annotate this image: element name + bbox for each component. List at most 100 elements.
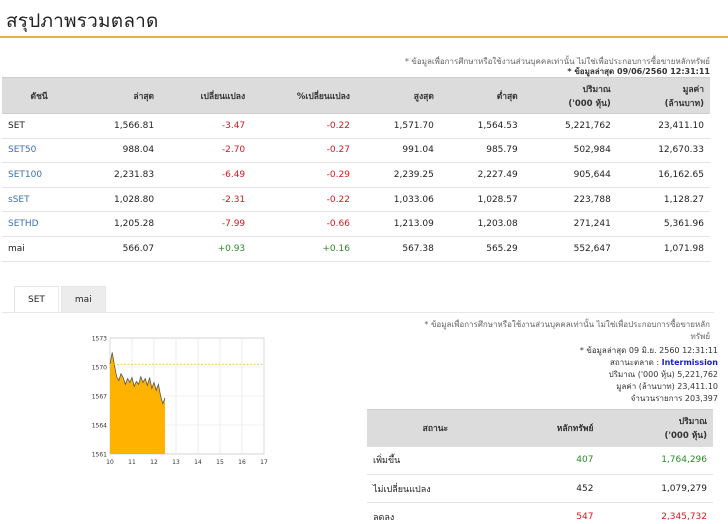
market-deals-label: จำนวนรายการ <box>630 394 683 403</box>
col-summary-volume-label: ปริมาณ <box>678 417 707 428</box>
market-value: มูลค่า (ล้านบาท) 23,411.10 <box>616 380 718 393</box>
index-table-header: ดัชนี ล่าสุด เปลี่ยนแปลง %เปลี่ยนแปลง สู… <box>2 77 710 114</box>
chart-x-tick-label: 13 <box>172 459 180 466</box>
index-high: 2,239.25 <box>355 162 440 188</box>
index-name-link[interactable]: SET50 <box>2 138 77 164</box>
chart-x-tick-label: 10 <box>106 459 114 466</box>
market-status-value: Intermission <box>661 358 718 367</box>
index-last: 2,231.83 <box>76 162 161 188</box>
update-time-note: * ข้อมูลล่าสุด 09/06/2560 12:31:11 <box>567 67 710 76</box>
chart-y-tick-label: 1573 <box>92 336 107 343</box>
chart-series-line <box>109 352 166 406</box>
index-name-link[interactable]: SETHD <box>2 211 77 237</box>
index-low: 1,564.53 <box>439 113 524 139</box>
summary-count: 547 <box>503 502 600 524</box>
col-summary-volume: ปริมาณ ('000 หุ้น) <box>599 409 713 447</box>
col-pct-change: %เปลี่ยนแปลง <box>251 77 356 114</box>
col-index: ดัชนี <box>2 77 77 114</box>
index-pct: +0.16 <box>251 236 356 262</box>
index-name: mai <box>2 236 77 262</box>
table-row: เพิ่มขึ้น 407 1,764,296 <box>367 446 713 475</box>
index-high: 991.04 <box>355 138 440 164</box>
chart-y-tick-label: 1567 <box>92 394 107 401</box>
summary-status: ไม่เปลี่ยนแปลง <box>367 474 504 503</box>
market-deals-value: 203,397 <box>684 394 718 403</box>
table-row: ไม่เปลี่ยนแปลง 452 1,079,279 <box>367 474 713 503</box>
index-volume: 271,241 <box>523 211 617 237</box>
col-volume-label: ปริมาณ <box>582 84 611 95</box>
index-name-link[interactable]: SET100 <box>2 162 77 188</box>
index-low: 2,227.49 <box>439 162 524 188</box>
index-pct: -0.22 <box>251 187 356 213</box>
index-volume: 223,788 <box>523 187 617 213</box>
index-last: 988.04 <box>76 138 161 164</box>
index-value: 1,071.98 <box>616 236 710 262</box>
chart-area-fill <box>110 352 165 454</box>
index-change: -2.31 <box>160 187 252 213</box>
summary-volume: 2,345,732 <box>599 502 713 524</box>
index-change: +0.93 <box>160 236 252 262</box>
col-securities: หลักทรัพย์ <box>503 409 600 447</box>
tab-set[interactable]: SET <box>14 286 59 313</box>
index-change: -7.99 <box>160 211 252 237</box>
table-row: SET50 988.04 -2.70 -0.27 991.04 985.79 5… <box>2 138 710 164</box>
index-last: 1,028.80 <box>76 187 161 213</box>
index-pct: -0.27 <box>251 138 356 164</box>
index-pct: -0.22 <box>251 113 356 139</box>
index-value: 23,411.10 <box>616 113 710 139</box>
index-name-link[interactable]: sSET <box>2 187 77 213</box>
index-pct: -0.29 <box>251 162 356 188</box>
summary-table: สถานะ หลักทรัพย์ ปริมาณ ('000 หุ้น) เพิ่ม… <box>367 409 713 524</box>
market-status: สถานะตลาด : Intermission <box>610 356 718 369</box>
title-divider <box>0 36 728 38</box>
index-high: 1,033.06 <box>355 187 440 213</box>
index-change: -2.70 <box>160 138 252 164</box>
table-row: SETHD 1,205.28 -7.99 -0.66 1,213.09 1,20… <box>2 211 710 237</box>
index-low: 565.29 <box>439 236 524 262</box>
page-title: สรุปภาพรวมตลาด <box>6 10 159 32</box>
table-row: SET100 2,231.83 -6.49 -0.29 2,239.25 2,2… <box>2 162 710 188</box>
index-volume: 502,984 <box>523 138 617 164</box>
chart-disclaimer-note: * ข้อมูลเพื่อการศึกษาหรือใช้งานส่วนบุคคล… <box>424 320 710 329</box>
index-high: 1,213.09 <box>355 211 440 237</box>
market-volume-label: ปริมาณ ('000 หุ้น) <box>608 370 675 379</box>
col-value-label: มูลค่า <box>682 84 704 95</box>
index-value: 16,162.65 <box>616 162 710 188</box>
market-tabs: SET mai <box>14 286 108 313</box>
index-low: 1,203.08 <box>439 211 524 237</box>
index-high: 567.38 <box>355 236 440 262</box>
index-volume: 552,647 <box>523 236 617 262</box>
summary-count: 452 <box>503 474 600 503</box>
index-pct: -0.66 <box>251 211 356 237</box>
col-last: ล่าสุด <box>76 77 161 114</box>
index-last: 1,205.28 <box>76 211 161 237</box>
summary-count: 407 <box>503 446 600 475</box>
index-last: 566.07 <box>76 236 161 262</box>
chart-x-tick-label: 11 <box>128 459 136 466</box>
index-volume: 5,221,762 <box>523 113 617 139</box>
col-value-unit: (ล้านบาท) <box>664 98 704 109</box>
market-value-value: 23,411.10 <box>677 382 718 391</box>
chart-x-tick-label: 17 <box>260 459 268 466</box>
chart-y-tick-label: 1564 <box>92 423 107 430</box>
col-value: มูลค่า (ล้านบาท) <box>616 77 710 114</box>
table-row: ลดลง 547 2,345,732 <box>367 502 713 524</box>
summary-volume: 1,764,296 <box>599 446 713 475</box>
col-change: เปลี่ยนแปลง <box>160 77 252 114</box>
table-row: sSET 1,028.80 -2.31 -0.22 1,033.06 1,028… <box>2 187 710 213</box>
tabs-divider <box>2 312 714 313</box>
index-name: SET <box>2 113 77 139</box>
market-deals: จำนวนรายการ 203,397 <box>631 392 718 405</box>
summary-volume: 1,079,279 <box>599 474 713 503</box>
tab-mai[interactable]: mai <box>60 286 106 313</box>
market-volume-value: 5,221,762 <box>677 370 718 379</box>
col-volume-unit: ('000 หุ้น) <box>568 98 611 109</box>
table-row: mai 566.07 +0.93 +0.16 567.38 565.29 552… <box>2 236 710 262</box>
index-change: -3.47 <box>160 113 252 139</box>
index-low: 985.79 <box>439 138 524 164</box>
col-low: ต่ำสุด <box>439 77 524 114</box>
index-volume: 905,644 <box>523 162 617 188</box>
index-value: 1,128.27 <box>616 187 710 213</box>
chart-x-tick-label: 15 <box>216 459 224 466</box>
chart-y-tick-label: 1570 <box>92 365 107 372</box>
